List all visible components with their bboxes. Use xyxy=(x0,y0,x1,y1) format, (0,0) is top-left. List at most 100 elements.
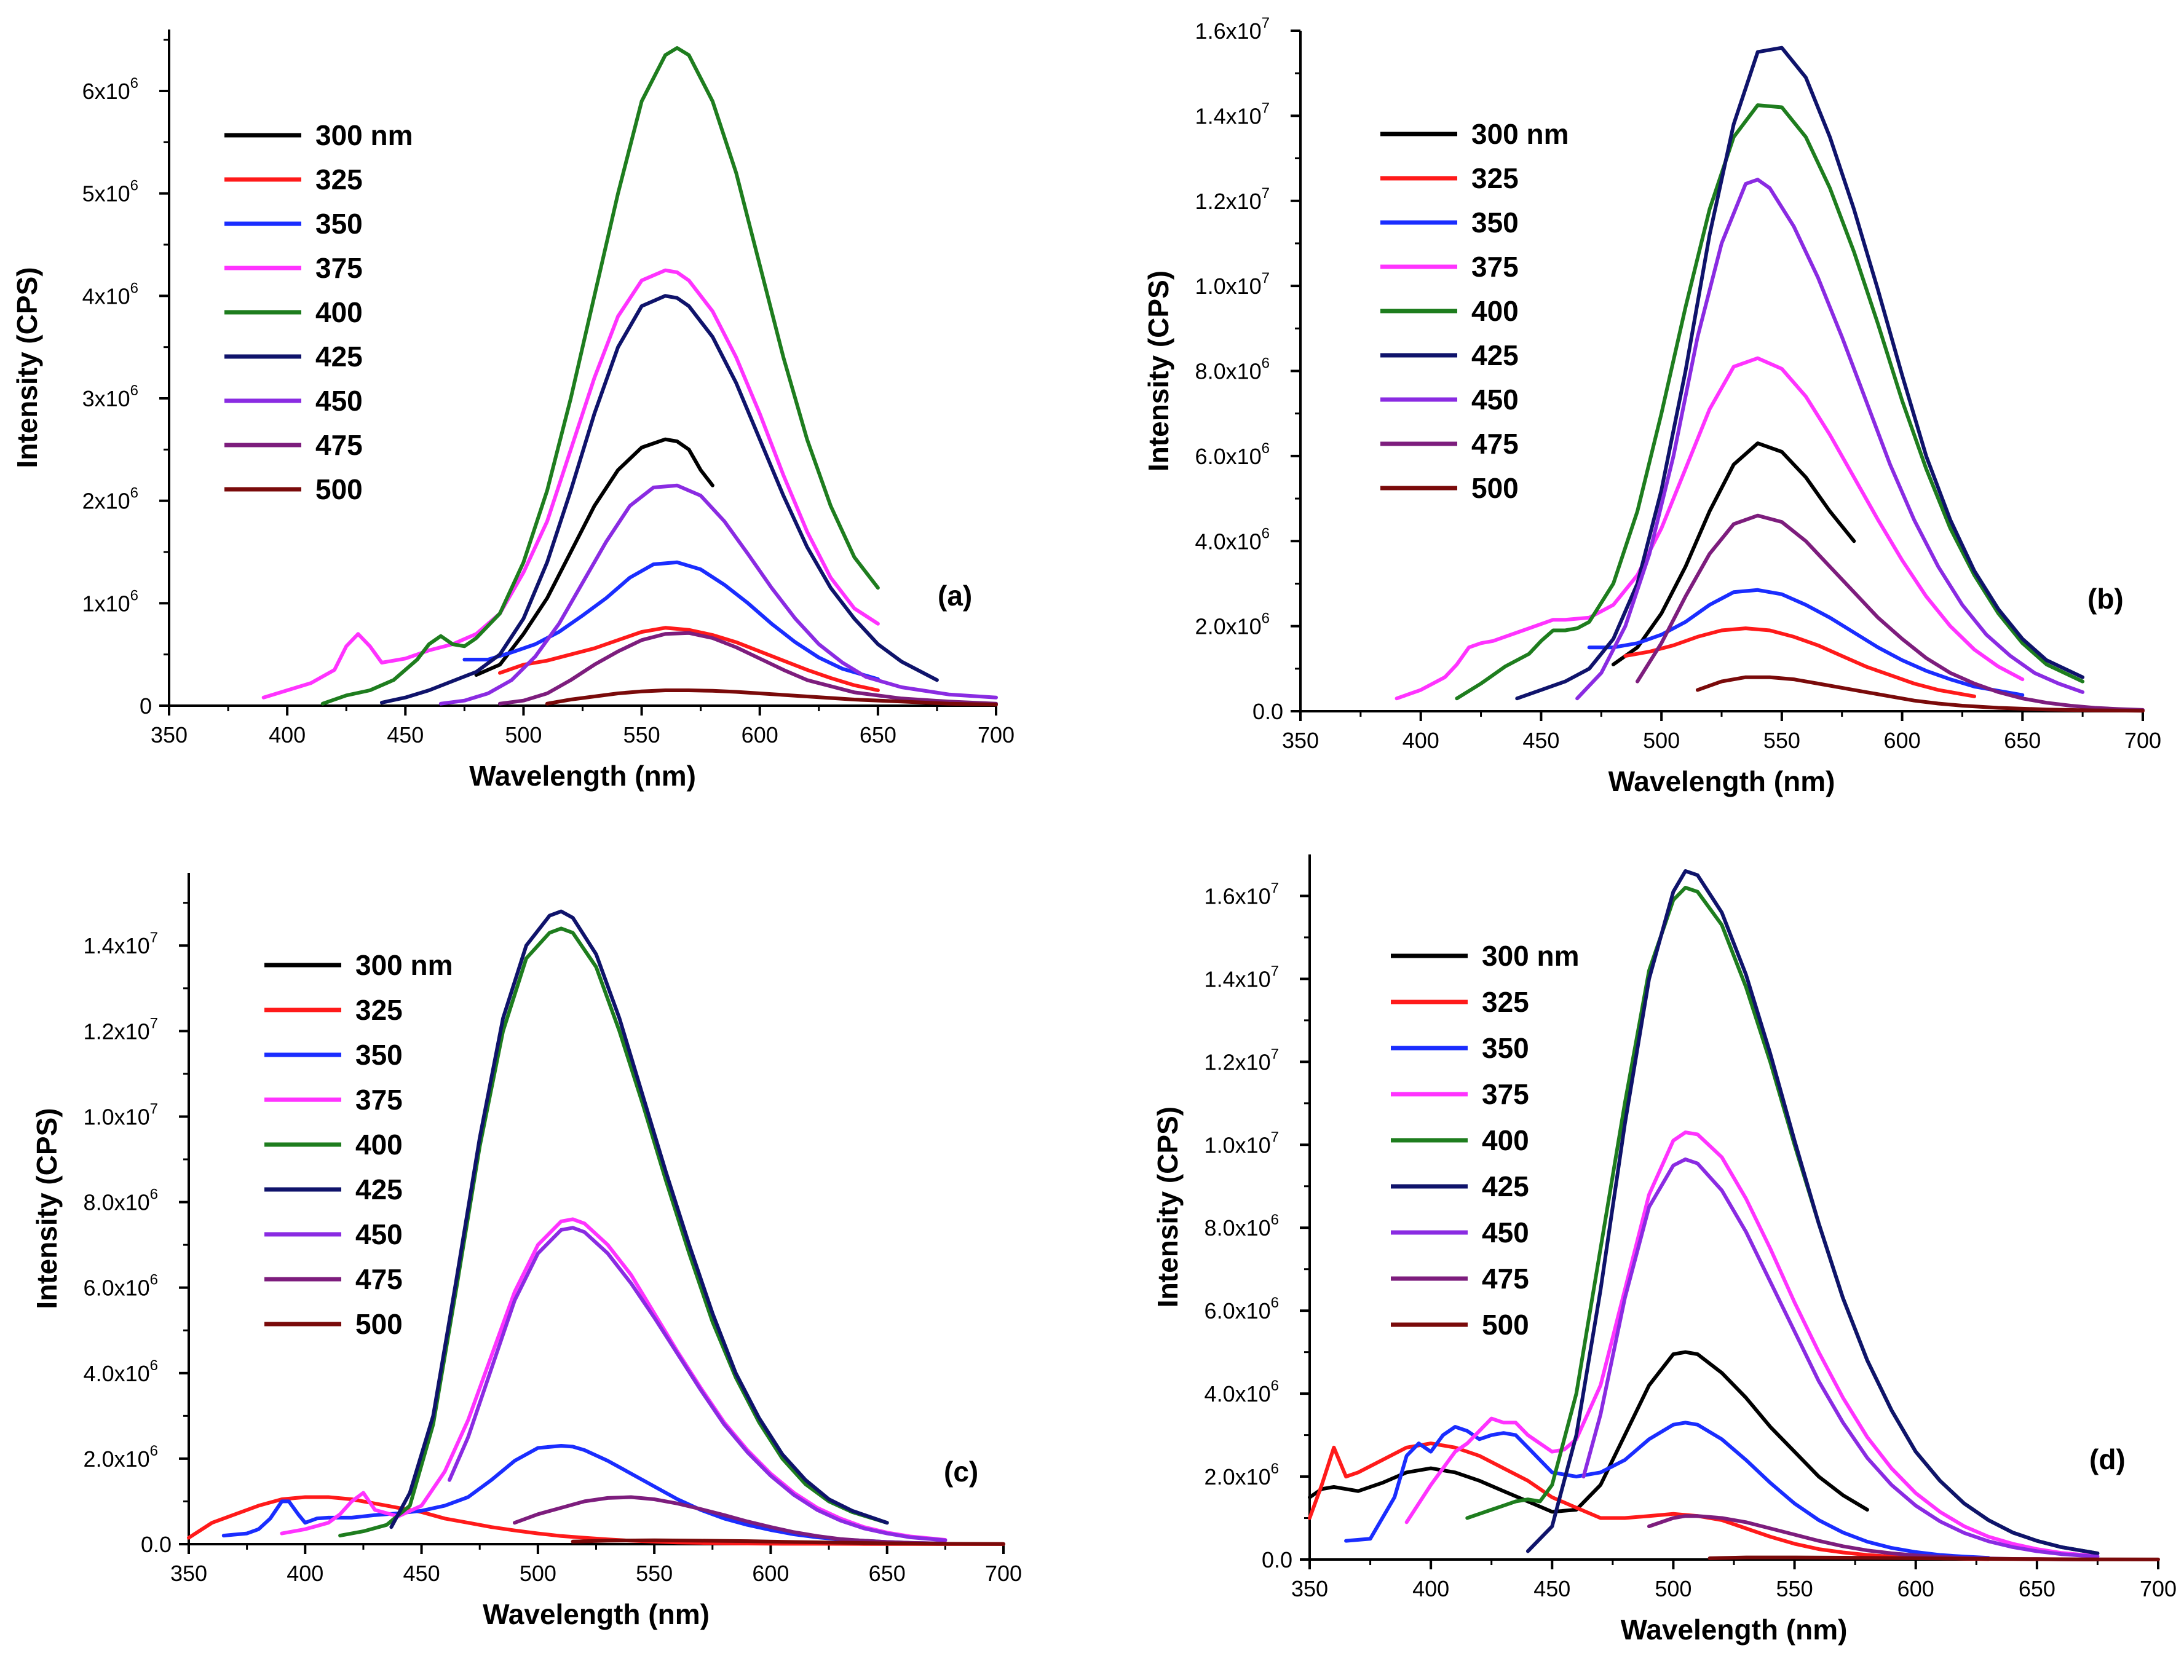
x-tick-label: 550 xyxy=(1776,1576,1813,1601)
series-line-425 xyxy=(379,294,939,704)
x-tick-label: 600 xyxy=(742,722,778,747)
y-tick-mantissa: 1.6x10 xyxy=(1195,18,1262,44)
y-tick-exponent: 6 xyxy=(1262,610,1270,627)
y-tick-exponent: 6 xyxy=(130,280,138,296)
x-tick-label: 600 xyxy=(752,1561,789,1586)
y-tick-mantissa: 4.0x10 xyxy=(1205,1381,1271,1406)
legend-label-475: 475 xyxy=(355,1263,403,1295)
legend-label-350: 350 xyxy=(1471,207,1519,239)
legend-label-325: 325 xyxy=(315,164,363,195)
legend-label-500: 500 xyxy=(1482,1309,1529,1341)
y-tick-mantissa: 6.0x10 xyxy=(1205,1298,1271,1323)
x-tick-label: 700 xyxy=(985,1561,1022,1586)
y-tick-label: 1.4x107 xyxy=(1205,963,1279,992)
legend: 300 nm 325 350 375 400 425 450 475 500 xyxy=(224,119,413,505)
series-line-325 xyxy=(187,1495,1005,1546)
y-tick-label: 1.0x107 xyxy=(1195,270,1270,299)
panel-d: 350 400 450 500 550 600 650 7000.02.0x1064.0x10… xyxy=(1152,854,2177,1646)
y-tick-exponent: 7 xyxy=(1271,963,1279,979)
x-tick-label: 700 xyxy=(978,722,1015,747)
y-tick-label: 2.0x106 xyxy=(1195,610,1270,639)
legend: 300 nm 325 350 375 400 425 450 475 500 xyxy=(264,949,453,1340)
y-tick-label: 0.0 xyxy=(1252,699,1283,724)
series-line-425 xyxy=(389,909,889,1529)
y-tick-mantissa: 1.0x10 xyxy=(84,1104,150,1129)
x-tick-label: 500 xyxy=(520,1561,556,1586)
series-line-300 xyxy=(1308,1350,1869,1514)
y-tick-mantissa: 1.0x10 xyxy=(1195,274,1262,299)
legend-label-475: 475 xyxy=(1482,1263,1529,1295)
y-tick-mantissa: 0 xyxy=(140,693,152,719)
y-tick-mantissa: 1.0x10 xyxy=(1205,1132,1271,1157)
series-line-450 xyxy=(438,483,998,706)
y-tick-label: 1.0x107 xyxy=(84,1100,158,1129)
y-tick-mantissa: 6.0x10 xyxy=(1195,444,1262,469)
legend-label-475: 475 xyxy=(315,429,363,461)
series-line-300 xyxy=(1611,441,1856,666)
y-tick-exponent: 7 xyxy=(1271,1129,1279,1145)
x-tick-label: 550 xyxy=(623,722,660,747)
y-tick-label: 2x106 xyxy=(82,485,138,514)
legend-label-400: 400 xyxy=(355,1129,403,1161)
y-tick-mantissa: 8.0x10 xyxy=(84,1190,150,1215)
series-line-475 xyxy=(498,631,998,706)
panel-label: (b) xyxy=(2087,583,2124,615)
y-tick-exponent: 6 xyxy=(1271,1295,1279,1311)
y-tick-exponent: 7 xyxy=(1262,100,1270,116)
x-axis-title: Wavelength (nm) xyxy=(483,1598,710,1630)
x-tick-label: 550 xyxy=(636,1561,673,1586)
y-tick-exponent: 7 xyxy=(150,1100,158,1117)
y-tick-label: 1.6x107 xyxy=(1195,15,1270,44)
panel-c: 350 400 450 500 550 600 650 7000.02.0x1064.0x10… xyxy=(31,873,1022,1630)
series-line-500 xyxy=(1707,1555,2160,1561)
panel-label: (c) xyxy=(944,1456,978,1488)
y-tick-mantissa: 4x10 xyxy=(82,283,130,309)
y-tick-label: 6.0x106 xyxy=(1205,1295,1279,1323)
y-tick-exponent: 6 xyxy=(1262,440,1270,457)
legend-label-325: 325 xyxy=(1482,986,1529,1018)
y-tick-mantissa: 1.2x10 xyxy=(1195,189,1262,214)
legend-label-375: 375 xyxy=(355,1084,403,1116)
y-tick-label: 8.0x106 xyxy=(84,1186,158,1215)
legend-label-400: 400 xyxy=(315,296,363,328)
y-tick-label: 1.2x107 xyxy=(84,1015,158,1044)
legend-label-425: 425 xyxy=(1482,1170,1529,1202)
y-tick-label: 2.0x106 xyxy=(1205,1461,1279,1489)
x-tick-label: 700 xyxy=(2124,728,2161,753)
series-line-425 xyxy=(1525,869,2100,1555)
x-tick-label: 350 xyxy=(151,722,188,747)
x-tick-label: 350 xyxy=(1282,728,1319,753)
legend-label-450: 450 xyxy=(1471,384,1519,416)
y-tick-mantissa: 6x10 xyxy=(82,79,130,104)
y-tick-mantissa: 1.6x10 xyxy=(1205,883,1271,909)
x-tick-label: 450 xyxy=(1533,1576,1570,1601)
y-tick-label: 1.4x107 xyxy=(1195,100,1270,128)
y-axis-title: Intensity (CPS) xyxy=(11,267,43,468)
legend-label-300: 300 nm xyxy=(1471,118,1569,150)
y-tick-mantissa: 1.4x10 xyxy=(84,933,150,958)
y-tick-label: 2.0x106 xyxy=(84,1443,158,1472)
panel-label: (a) xyxy=(938,580,972,612)
series-line-300 xyxy=(474,437,714,677)
y-tick-label: 3x106 xyxy=(82,382,138,411)
legend: 300 nm 325 350 375 400 425 450 475 500 xyxy=(1380,118,1569,504)
x-axis-title: Wavelength (nm) xyxy=(1621,1614,1848,1646)
series-line-350 xyxy=(221,1444,948,1545)
x-tick-label: 550 xyxy=(1763,728,1800,753)
y-tick-label: 8.0x106 xyxy=(1205,1212,1279,1240)
y-tick-label: 0.0 xyxy=(141,1532,172,1557)
y-tick-exponent: 6 xyxy=(1262,355,1270,372)
x-tick-label: 650 xyxy=(869,1561,906,1586)
series-line-500 xyxy=(1695,675,2145,713)
panel-a: 350 400 450 500 550 600 650 70001x1062x1063x106… xyxy=(11,30,1015,792)
x-tick-label: 600 xyxy=(1897,1576,1934,1601)
x-tick-label: 400 xyxy=(1412,1576,1449,1601)
x-tick-label: 400 xyxy=(269,722,306,747)
legend-label-475: 475 xyxy=(1471,428,1519,460)
series-line-400 xyxy=(338,926,889,1538)
y-tick-mantissa: 1.4x10 xyxy=(1205,966,1271,992)
x-tick-label: 650 xyxy=(2019,1576,2055,1601)
y-tick-exponent: 7 xyxy=(150,929,158,946)
series-line-450 xyxy=(1581,1157,2100,1559)
